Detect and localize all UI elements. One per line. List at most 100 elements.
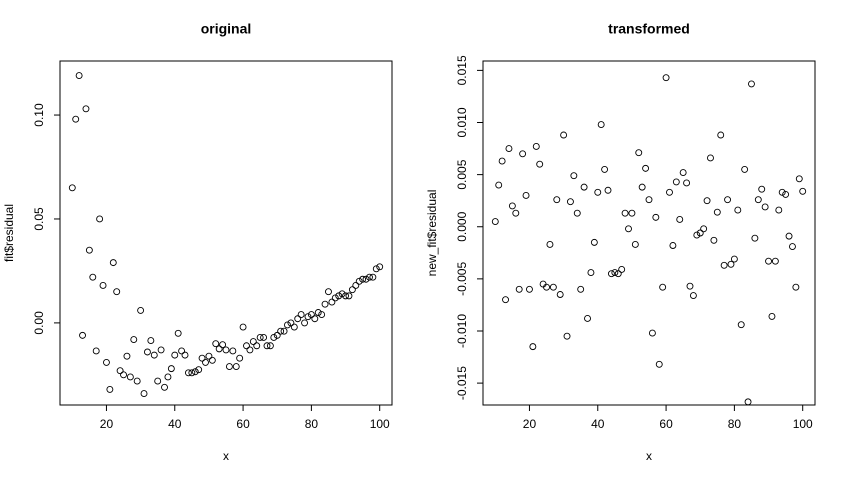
point (785, 232, 793, 240)
chart-title: original (201, 21, 252, 37)
point (239, 323, 247, 331)
point (270, 333, 278, 341)
point (532, 143, 540, 150)
point (549, 283, 557, 291)
point (707, 154, 714, 162)
x-tick-label: 60 (659, 417, 673, 431)
point (103, 358, 110, 366)
point (167, 365, 175, 373)
point (631, 241, 639, 248)
point (249, 338, 257, 346)
point (536, 160, 544, 168)
point (543, 283, 550, 291)
y-tick-label: 0.00 (32, 311, 46, 335)
point (208, 356, 216, 364)
point (126, 373, 134, 381)
point (734, 206, 742, 214)
point (369, 273, 377, 281)
point (212, 340, 220, 348)
point (164, 373, 172, 381)
y-axis-label: fit$residual (2, 204, 16, 262)
point (502, 296, 509, 304)
point (99, 282, 107, 289)
point (202, 358, 209, 366)
point (236, 354, 244, 362)
point (601, 165, 609, 173)
point (642, 164, 650, 172)
point (703, 197, 711, 205)
point (191, 368, 199, 376)
point (748, 80, 755, 88)
point (679, 169, 687, 176)
point (522, 192, 530, 199)
y-tick-label: 0.000 (455, 211, 469, 241)
point (256, 333, 264, 341)
point (352, 282, 360, 289)
point (123, 352, 131, 360)
point (325, 288, 332, 296)
point (529, 343, 537, 351)
point (717, 131, 725, 139)
chart-title: transformed (608, 21, 690, 37)
point (662, 74, 670, 82)
point (243, 342, 250, 350)
point (184, 369, 192, 377)
point (106, 385, 114, 393)
point (92, 347, 100, 355)
plot-frame (482, 60, 816, 406)
x-axis-label: x (223, 449, 229, 463)
point (147, 337, 155, 345)
point (498, 157, 506, 165)
point (655, 360, 663, 368)
point (799, 187, 807, 195)
y-tick-label: -0.010 (455, 314, 469, 348)
point (113, 288, 121, 296)
point (297, 311, 305, 319)
x-tick-label: 20 (523, 417, 537, 431)
point (683, 179, 691, 187)
point (778, 188, 786, 196)
plot-frame (59, 60, 393, 406)
point (116, 367, 124, 375)
point (181, 351, 189, 359)
point (372, 265, 380, 273)
point (727, 260, 735, 268)
point (741, 165, 749, 173)
point (280, 327, 288, 335)
point (284, 321, 291, 329)
point (355, 277, 363, 285)
point (75, 72, 83, 79)
point (645, 196, 653, 204)
point (676, 215, 684, 223)
point (751, 234, 759, 242)
point (730, 255, 738, 263)
point (79, 331, 86, 339)
point (724, 196, 732, 204)
y-axis-label: new_fit$residual (425, 190, 439, 277)
point (652, 213, 660, 221)
point (120, 371, 127, 379)
point (321, 300, 329, 308)
point (109, 259, 117, 267)
point (765, 257, 772, 265)
point (587, 269, 595, 277)
point (140, 390, 148, 398)
point (693, 231, 701, 239)
point (737, 321, 745, 329)
point (669, 242, 677, 249)
point (686, 282, 694, 290)
point (277, 327, 285, 335)
point (68, 184, 76, 192)
point (253, 342, 261, 350)
point (225, 363, 233, 370)
point (648, 329, 656, 337)
point (526, 285, 533, 293)
point (768, 312, 776, 320)
point (328, 298, 336, 306)
point (566, 198, 574, 206)
point (331, 294, 339, 302)
point (215, 345, 223, 353)
y-tick-label: 0.010 (455, 107, 469, 137)
y-tick-label: 0.015 (455, 55, 469, 85)
